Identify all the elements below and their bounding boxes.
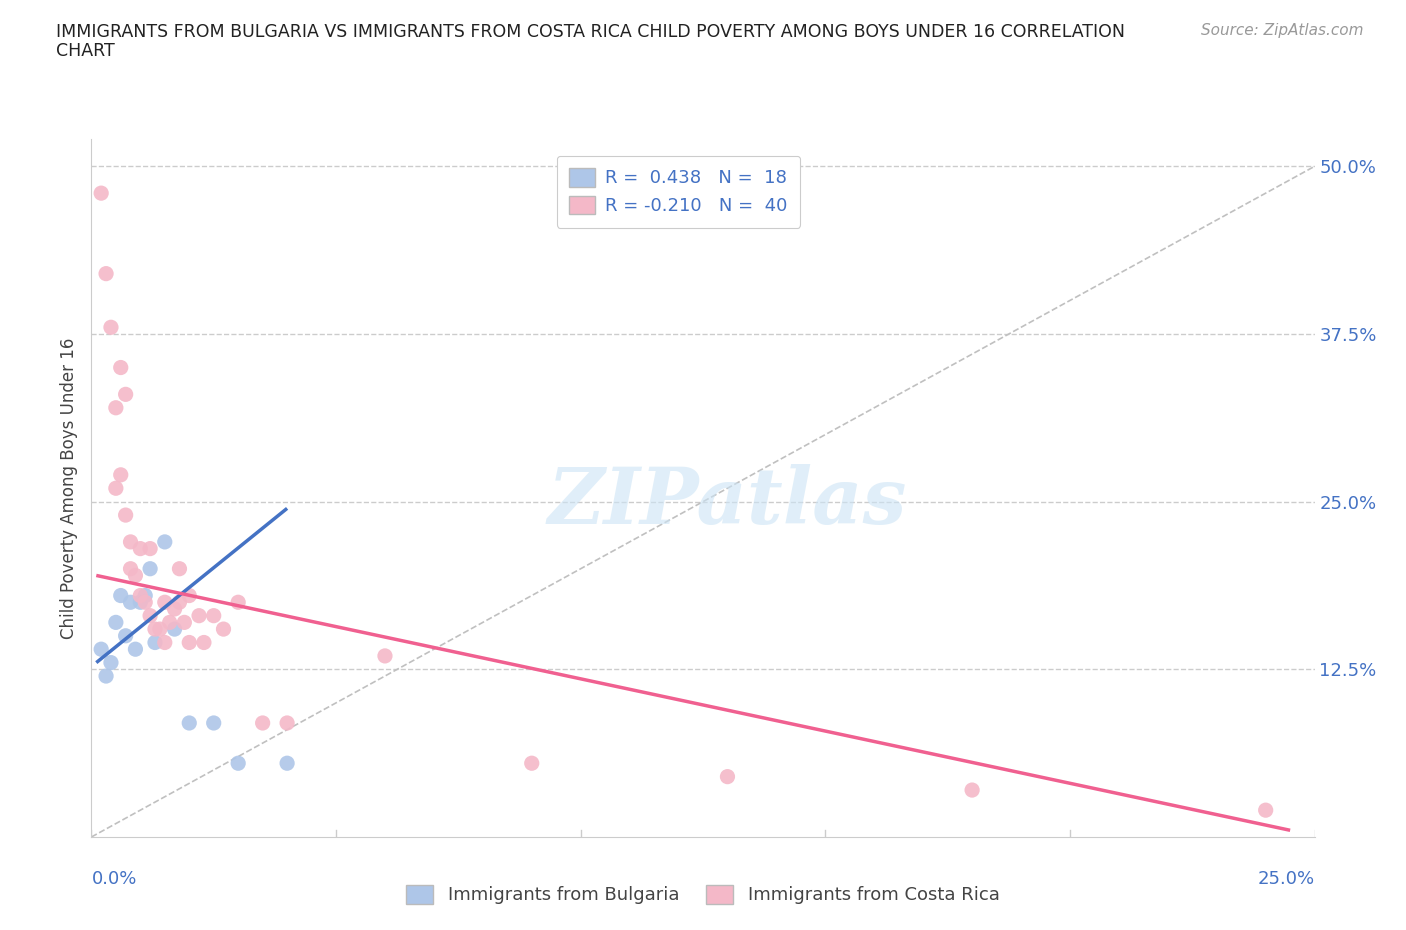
Point [179, 715, 201, 730]
Point [1254, 803, 1277, 817]
Point [153, 535, 176, 550]
Y-axis label: Child Poverty Among Boys Under 16: Child Poverty Among Boys Under 16 [60, 338, 79, 639]
Point [94, 266, 117, 281]
Point [276, 756, 298, 771]
Point [124, 568, 146, 583]
Point [188, 608, 211, 623]
Text: IMMIGRANTS FROM BULGARIA VS IMMIGRANTS FROM COSTA RICA CHILD POVERTY AMONG BOYS : IMMIGRANTS FROM BULGARIA VS IMMIGRANTS F… [56, 23, 1125, 41]
Point [163, 602, 186, 617]
Point [960, 783, 983, 798]
Point [179, 588, 201, 603]
Point [276, 715, 298, 730]
Text: 0.0%: 0.0% [91, 870, 136, 887]
Point [134, 588, 156, 603]
Point [129, 588, 152, 603]
Point [139, 541, 162, 556]
Text: ZIPatlas: ZIPatlas [548, 464, 907, 540]
Point [124, 642, 146, 657]
Point [120, 595, 142, 610]
Point [120, 535, 142, 550]
Point [94, 669, 117, 684]
Point [114, 629, 136, 644]
Point [104, 615, 127, 630]
Point [163, 621, 186, 636]
Point [252, 715, 274, 730]
Legend: Immigrants from Bulgaria, Immigrants from Costa Rica: Immigrants from Bulgaria, Immigrants fro… [399, 878, 1007, 911]
Point [90, 186, 112, 201]
Point [226, 595, 249, 610]
Point [202, 715, 225, 730]
Point [129, 541, 152, 556]
Point [169, 562, 191, 577]
Point [100, 320, 122, 335]
Point [159, 615, 181, 630]
Point [153, 635, 176, 650]
Point [226, 756, 249, 771]
Point [114, 508, 136, 523]
Point [139, 608, 162, 623]
Point [173, 615, 195, 630]
Point [143, 621, 166, 636]
Point [179, 635, 201, 650]
Legend: R =  0.438   N =  18, R = -0.210   N =  40: R = 0.438 N = 18, R = -0.210 N = 40 [557, 155, 800, 228]
Point [149, 621, 172, 636]
Point [100, 656, 122, 671]
Text: 25.0%: 25.0% [1257, 870, 1315, 887]
Point [90, 642, 112, 657]
Point [143, 635, 166, 650]
Point [110, 360, 132, 375]
Point [120, 562, 142, 577]
Point [716, 769, 738, 784]
Point [139, 562, 162, 577]
Point [129, 595, 152, 610]
Point [104, 481, 127, 496]
Point [134, 595, 156, 610]
Point [110, 468, 132, 483]
Point [153, 595, 176, 610]
Point [169, 595, 191, 610]
Point [193, 635, 215, 650]
Point [110, 588, 132, 603]
Text: Source: ZipAtlas.com: Source: ZipAtlas.com [1201, 23, 1364, 38]
Point [104, 400, 127, 415]
Point [202, 608, 225, 623]
Point [374, 648, 396, 663]
Point [520, 756, 543, 771]
Text: CHART: CHART [56, 42, 115, 60]
Point [212, 621, 235, 636]
Point [114, 387, 136, 402]
